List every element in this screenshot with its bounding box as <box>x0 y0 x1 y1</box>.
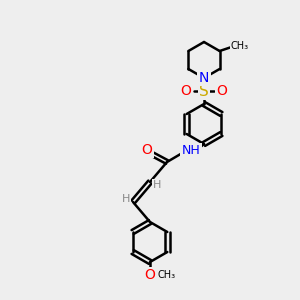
Text: O: O <box>181 84 191 98</box>
Text: CH₃: CH₃ <box>230 41 249 51</box>
Text: CH₃: CH₃ <box>158 270 176 280</box>
Text: NH: NH <box>182 145 200 158</box>
Text: S: S <box>199 83 209 98</box>
Text: O: O <box>145 268 155 282</box>
Text: H: H <box>122 194 130 204</box>
Text: N: N <box>199 71 209 85</box>
Text: O: O <box>217 84 227 98</box>
Text: O: O <box>142 143 152 157</box>
Text: N: N <box>199 71 209 85</box>
Text: H: H <box>153 180 161 190</box>
